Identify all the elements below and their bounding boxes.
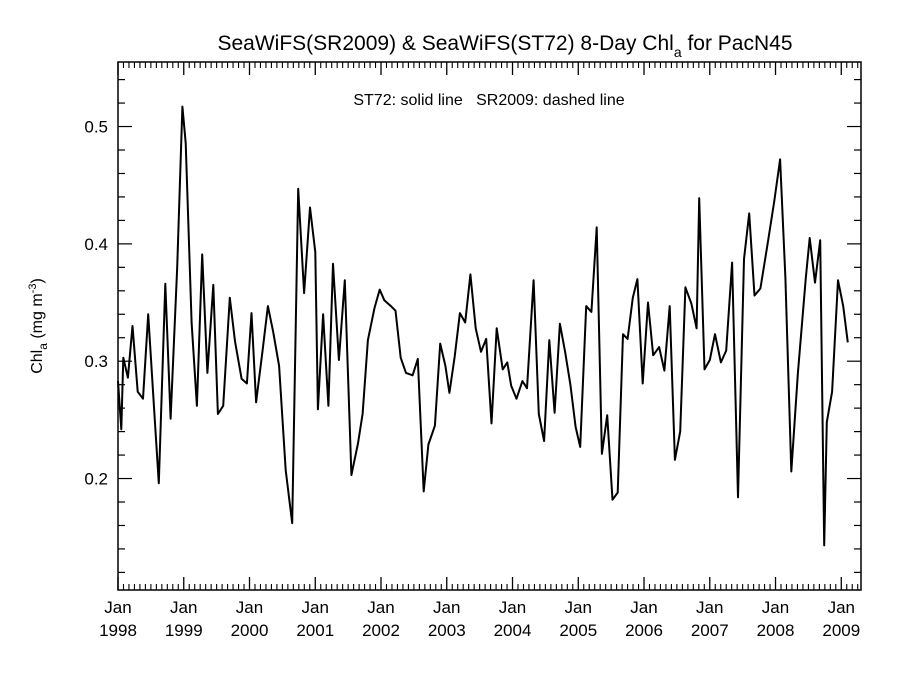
x-tick-label-month: Jan — [565, 598, 592, 617]
x-tick-label-year: 2002 — [362, 621, 400, 640]
x-tick-label-month: Jan — [302, 598, 329, 617]
x-tick-label-year: 2008 — [757, 621, 795, 640]
x-tick-label-year: 2005 — [559, 621, 597, 640]
x-tick-label-month: Jan — [236, 598, 263, 617]
chart-title: SeaWiFS(SR2009) & SeaWiFS(ST72) 8-Day Ch… — [218, 32, 793, 60]
y-tick-label: 0.4 — [84, 235, 108, 254]
x-tick-label-month: Jan — [170, 598, 197, 617]
axes: 0.2 0.3 0.4 0.5 Jan 1998 Jan 1999 Jan 2000 Jan 2001… — [84, 62, 861, 640]
x-tick-label-month: Jan — [828, 598, 855, 617]
plot-frame — [117, 61, 862, 591]
x-tick-label-year: 1998 — [99, 621, 137, 640]
x-tick-label-month: Jan — [104, 598, 131, 617]
x-tick-label-month: Jan — [762, 598, 789, 617]
x-tick-label-month: Jan — [367, 598, 394, 617]
series-line-solid — [117, 105, 849, 547]
x-tick-label-year: 2000 — [231, 621, 269, 640]
y-axis-label: Chla (mg m-3) — [27, 278, 50, 374]
legend-annotation: ST72: solid line SR2009: dashed line — [353, 92, 624, 109]
x-tick-label-year: 2009 — [822, 621, 860, 640]
x-tick-label-year: 1999 — [165, 621, 203, 640]
x-tick-label-year: 2001 — [296, 621, 334, 640]
y-tick-label: 0.2 — [84, 470, 108, 489]
x-tick-label-month: Jan — [630, 598, 657, 617]
x-tick-label-month: Jan — [696, 598, 723, 617]
y-tick-label: 0.3 — [84, 352, 108, 371]
x-tick-label-year: 2004 — [494, 621, 532, 640]
x-tick-label-month: Jan — [499, 598, 526, 617]
x-tick-label-year: 2003 — [428, 621, 466, 640]
x-tick-label-year: 2007 — [691, 621, 729, 640]
x-tick-label-year: 2006 — [625, 621, 663, 640]
y-tick-label: 0.5 — [84, 118, 108, 137]
series-layer — [117, 105, 849, 547]
x-tick-label-month: Jan — [433, 598, 460, 617]
